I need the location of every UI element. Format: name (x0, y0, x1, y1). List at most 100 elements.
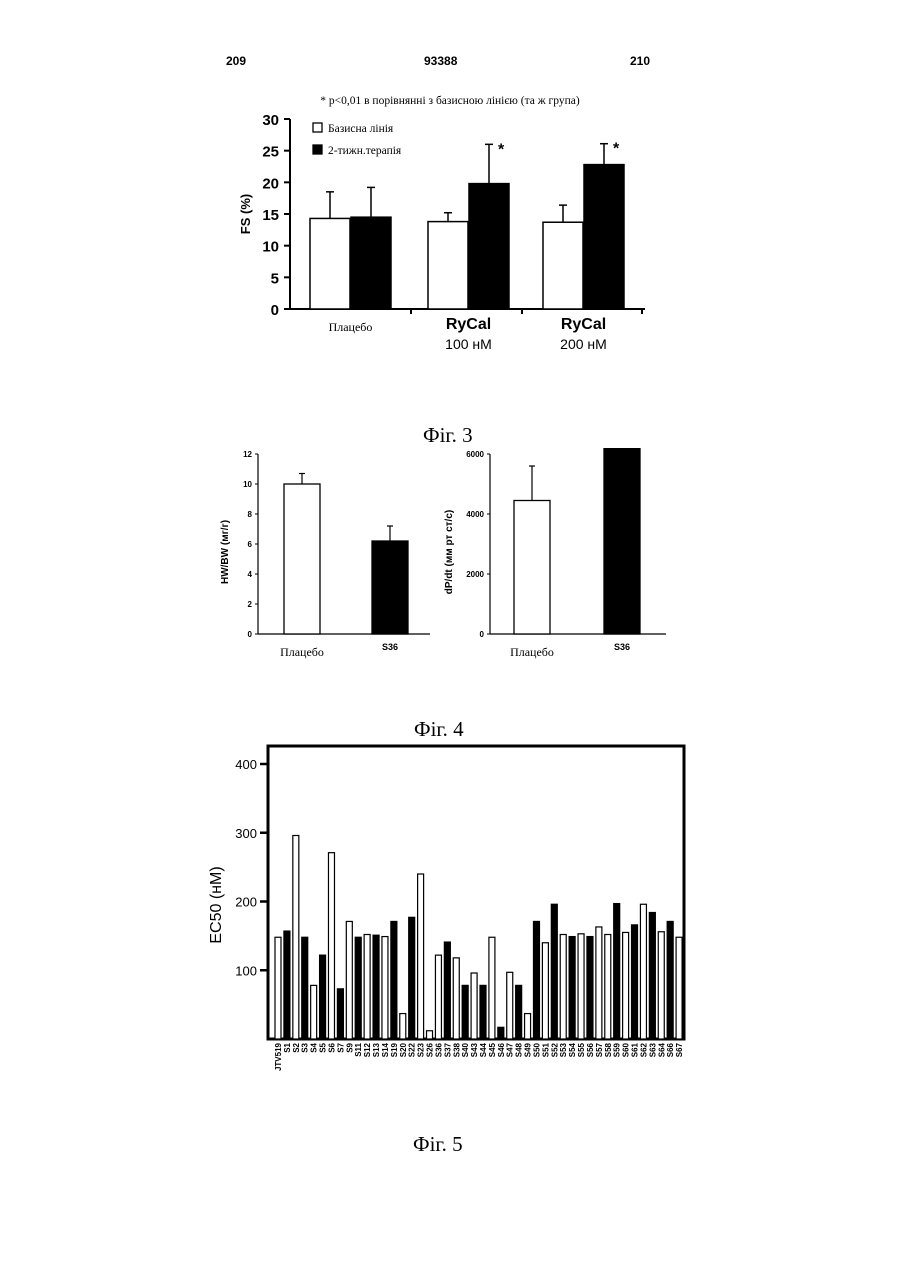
y-tick-label: 400 (235, 757, 257, 772)
bar (391, 921, 397, 1039)
x-tick-label: S50 (532, 1042, 541, 1057)
fig3-caption: Фіг. 3 (423, 423, 473, 448)
bar (320, 955, 326, 1039)
bar (543, 222, 583, 309)
x-tick-label: S6 (327, 1042, 336, 1052)
y-tick-label: 100 (235, 963, 257, 978)
page-number-right: 210 (630, 54, 650, 68)
bar (418, 874, 424, 1039)
x-tick-label: S51 (541, 1042, 550, 1057)
y-tick-label: 20 (262, 175, 279, 192)
bar (364, 935, 370, 1040)
x-tick-label: S13 (372, 1042, 381, 1057)
x-tick-label: S60 (622, 1042, 631, 1057)
x-tick-label: S4 (310, 1042, 319, 1052)
bar (489, 937, 495, 1039)
x-tick-label: S52 (550, 1042, 559, 1057)
x-tick-label: S40 (461, 1042, 470, 1057)
y-tick-label: 10 (262, 239, 279, 256)
legend-label: Базисна лінія (328, 123, 394, 135)
bar (400, 1014, 406, 1039)
bar (542, 943, 548, 1039)
bar (632, 925, 638, 1039)
x-tick-label: Плацебо (280, 645, 324, 659)
x-tick-label: 100 нМ (445, 336, 492, 352)
bar (480, 985, 486, 1039)
x-tick-label: S53 (559, 1042, 568, 1057)
y-tick-label: 12 (243, 450, 252, 459)
y-tick-label: 0 (271, 302, 279, 319)
x-tick-label: S38 (452, 1042, 461, 1057)
bar (337, 989, 343, 1039)
x-tick-label: S20 (399, 1042, 408, 1057)
bar (351, 217, 391, 309)
x-tick-label: RyCal (561, 316, 606, 333)
y-axis-label: EC50 (нМ) (208, 866, 225, 943)
bar (453, 958, 459, 1039)
x-tick-label: S63 (648, 1042, 657, 1057)
x-tick-label: S9 (345, 1042, 354, 1052)
significance-note: * p<0,01 в порівнянні з базисною лінією … (320, 95, 580, 107)
bar (533, 921, 539, 1039)
x-tick-label: S37 (443, 1042, 452, 1057)
y-tick-label: 0 (248, 630, 253, 639)
bar (578, 934, 584, 1039)
bar (667, 921, 673, 1039)
y-tick-label: 4000 (466, 510, 484, 519)
x-tick-label: S66 (666, 1042, 675, 1057)
y-tick-label: 6 (248, 540, 253, 549)
y-tick-label: 25 (262, 144, 279, 161)
bar (372, 541, 408, 634)
bar (382, 937, 388, 1039)
bar (275, 937, 281, 1039)
bar (605, 935, 611, 1040)
fig5-caption: Фіг. 5 (413, 1132, 463, 1157)
y-tick-label: 300 (235, 826, 257, 841)
bar (507, 972, 513, 1039)
x-tick-label: S14 (381, 1042, 390, 1057)
y-axis-label: dP/dt (мм рт ст/с) (444, 510, 455, 594)
bar (614, 904, 620, 1039)
x-tick-label: S49 (524, 1042, 533, 1057)
x-tick-label: S62 (639, 1042, 648, 1057)
x-tick-label: S36 (382, 642, 398, 652)
y-tick-label: 15 (262, 207, 279, 224)
y-tick-label: 2 (248, 600, 253, 609)
x-tick-label: JTV519 (274, 1042, 283, 1071)
bar (462, 985, 468, 1039)
x-tick-label: S43 (470, 1042, 479, 1057)
x-tick-label: RyCal (446, 316, 491, 333)
bar (516, 985, 522, 1039)
y-tick-label: 6000 (466, 450, 484, 459)
bar (284, 931, 290, 1039)
bar (514, 501, 550, 635)
x-tick-label: S12 (363, 1042, 372, 1057)
x-tick-label: S22 (408, 1042, 417, 1057)
bar (444, 942, 450, 1039)
x-tick-label: S48 (515, 1042, 524, 1057)
x-tick-label: S54 (568, 1042, 577, 1057)
x-tick-label: S57 (595, 1042, 604, 1057)
bar (355, 937, 361, 1039)
bar (293, 836, 299, 1040)
bar (328, 853, 334, 1039)
x-tick-label: S3 (301, 1042, 310, 1052)
y-axis-label: FS (%) (238, 194, 253, 234)
y-tick-label: 5 (271, 270, 279, 287)
x-tick-label: S46 (497, 1042, 506, 1057)
y-tick-label: 4 (248, 570, 253, 579)
x-tick-label: S26 (426, 1042, 435, 1057)
x-tick-label: S5 (319, 1042, 328, 1052)
significance-marker: * (613, 141, 620, 158)
bar (428, 222, 468, 309)
fig4-right-chart: 0200040006000dP/dt (мм рт ст/с)ПлацебоS3… (436, 448, 676, 668)
page-number-left: 209 (226, 54, 246, 68)
bar (310, 218, 350, 309)
bar (676, 937, 682, 1039)
y-axis-label: HW/BW (мг/г) (220, 520, 231, 584)
bar (560, 935, 566, 1040)
bar (649, 913, 655, 1040)
legend-swatch (313, 123, 322, 132)
patent-number: 93388 (424, 54, 457, 68)
y-tick-label: 8 (248, 510, 253, 519)
